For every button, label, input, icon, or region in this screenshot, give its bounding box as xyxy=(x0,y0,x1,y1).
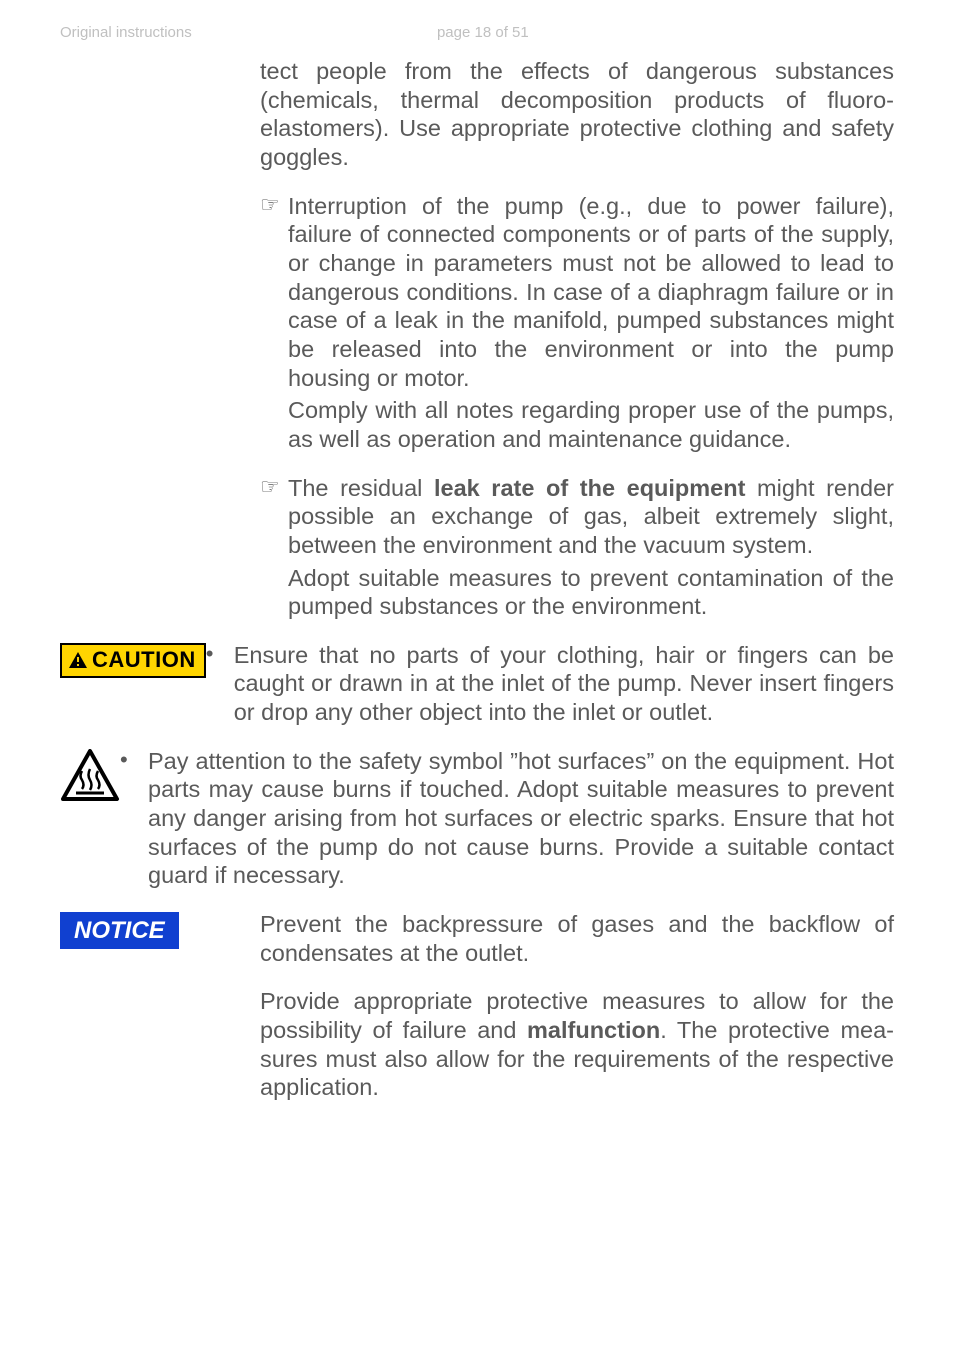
intro-paragraph: tect people from the effects of dangerou… xyxy=(260,57,894,172)
page: Original instructions page 18 of 51 tect… xyxy=(0,0,954,1350)
caution-badge: CAUTION xyxy=(60,643,206,678)
interruption-text-a: Interruption of the pump (e.g., due to p… xyxy=(288,193,894,391)
notice-label: NOTICE xyxy=(74,917,165,944)
intro-text: tect people from the effects of dangerou… xyxy=(260,58,894,170)
interruption-text-b: Comply with all notes regarding proper u… xyxy=(288,396,894,453)
caution-item: CAUTION • Ensure that no parts of your c… xyxy=(260,641,894,727)
malfunc-bold: malfunction xyxy=(527,1017,660,1043)
leak-bold: leak rate of the equipment xyxy=(434,475,745,501)
interruption-text-block: Interruption of the pump (e.g., due to p… xyxy=(288,192,894,454)
warning-triangle-icon xyxy=(68,651,88,669)
interruption-item: ☞ Interruption of the pump (e.g., due to… xyxy=(260,192,894,454)
caution-label: CAUTION xyxy=(92,647,196,674)
hot-surface-text: Pay attention to the safety symbol ”hot … xyxy=(148,747,894,890)
body-column: tect people from the effects of dangerou… xyxy=(260,57,894,1102)
hot-surface-icon-wrap xyxy=(60,747,120,890)
bullet-dot-icon: • xyxy=(206,641,234,727)
leak-b: Adopt suitable measures to prevent conta… xyxy=(288,564,894,621)
header-left: Original instructions xyxy=(60,24,192,41)
leak-text-block: The residual leak rate of the equipment … xyxy=(288,474,894,621)
notice-item: NOTICE Prevent the backpressure of gases… xyxy=(260,910,894,967)
notice-badge: NOTICE xyxy=(60,912,179,949)
caution-text: Ensure that no parts of your clothing, h… xyxy=(234,641,894,727)
page-header: Original instructions page 18 of 51 xyxy=(60,24,894,41)
pointer-icon: ☞ xyxy=(260,474,288,621)
bullet-dot-icon: • xyxy=(120,747,148,890)
pointer-icon: ☞ xyxy=(260,192,288,454)
leak-pre: The residual xyxy=(288,475,434,501)
header-center: page 18 of 51 xyxy=(437,24,529,41)
hot-surface-icon xyxy=(60,749,120,803)
caution-badge-wrap: CAUTION xyxy=(60,643,206,727)
notice-badge-wrap: NOTICE xyxy=(60,912,179,949)
notice-text: Prevent the backpressure of gases and th… xyxy=(260,911,894,966)
hot-surface-item: • Pay attention to the safety symbol ”ho… xyxy=(260,747,894,890)
leak-item: ☞ The residual leak rate of the equipmen… xyxy=(260,474,894,621)
malfunction-paragraph: Provide appropriate protective measures … xyxy=(260,987,894,1102)
